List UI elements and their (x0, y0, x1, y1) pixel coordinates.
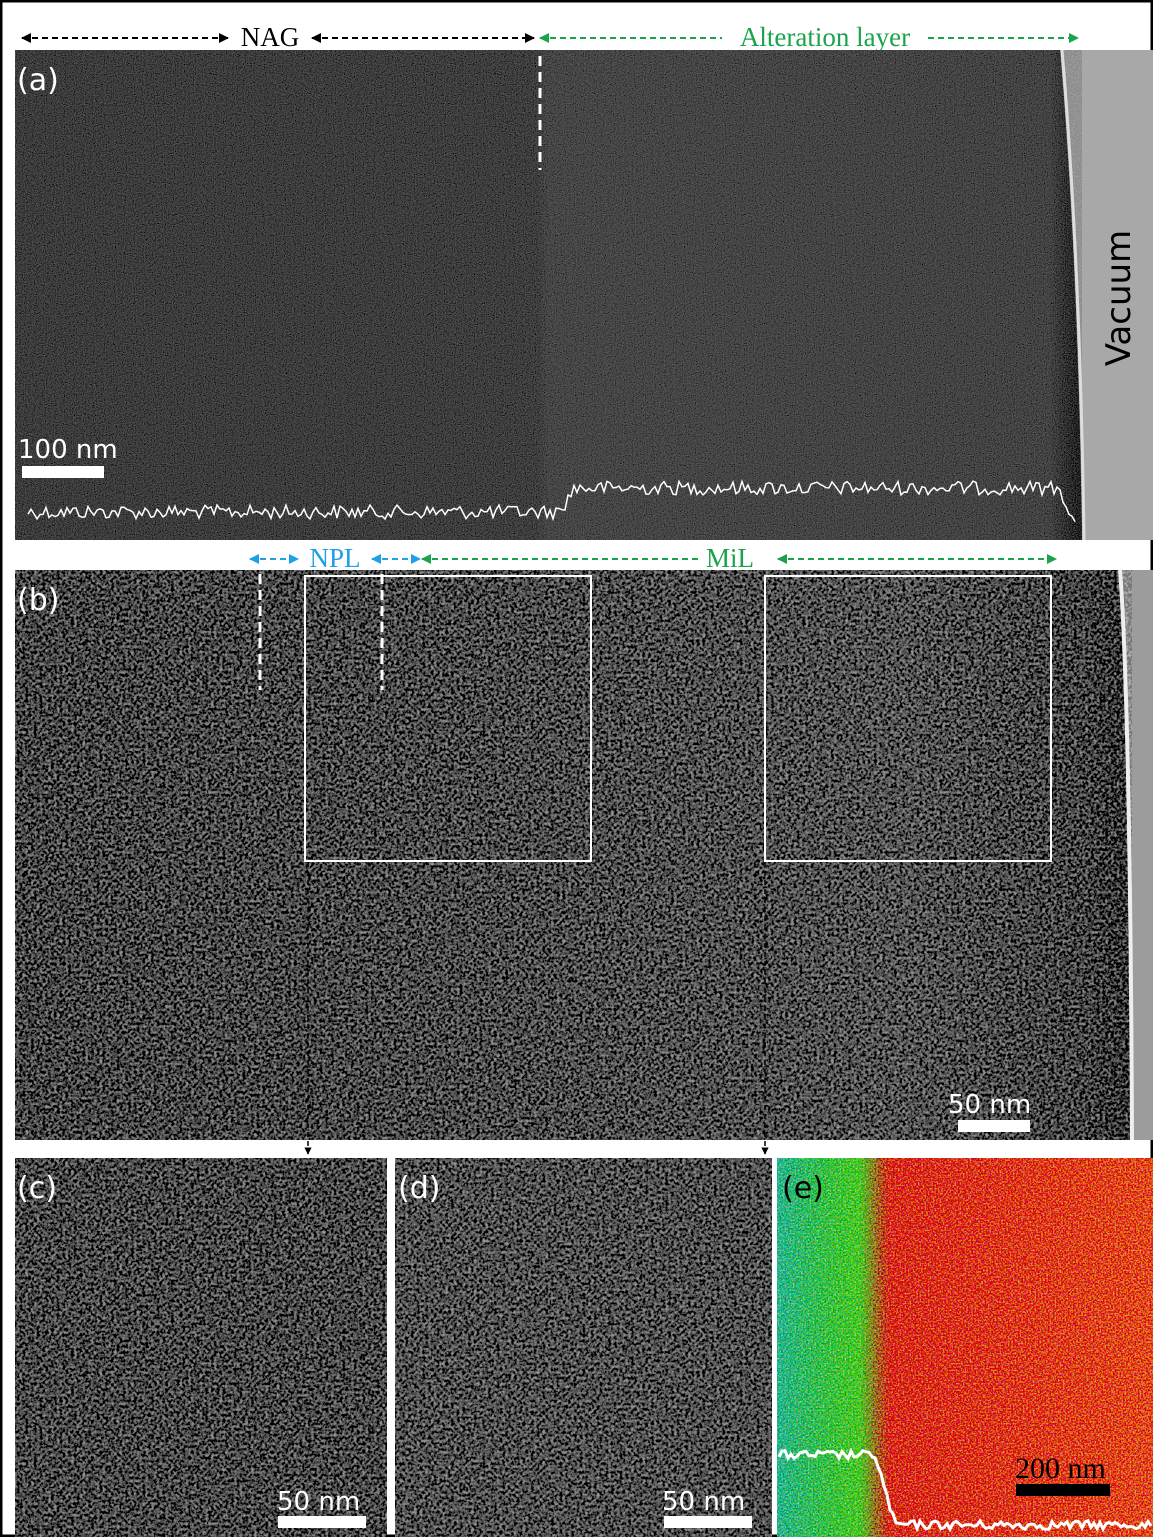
vacuum-label: Vacuum (1099, 230, 1139, 366)
panel-label: (d) (398, 1171, 440, 1206)
panel-label: (b) (17, 583, 59, 618)
mil-label: MiL (706, 543, 754, 573)
scale-label: 50 nm (277, 1487, 360, 1517)
micrograph (15, 50, 1082, 540)
panel-b: (b) 50 nm (15, 570, 1153, 1154)
panel-e: (e) 200 nm (777, 1158, 1153, 1537)
micrograph (395, 1158, 772, 1537)
scale-label: 200 nm (1015, 1452, 1106, 1485)
scale-bar (1016, 1484, 1110, 1496)
nag-label: NAG (241, 22, 300, 52)
panel-label: (c) (17, 1171, 57, 1206)
alteration-label: Alteration layer (740, 22, 910, 52)
page: {"header": {"nag": "NAG", "alteration": … (0, 0, 1153, 1537)
npl-label: NPL (309, 543, 360, 573)
scale-bar (278, 1516, 366, 1528)
panel-c: (c) 50 nm (15, 1158, 387, 1537)
micrograph (15, 1158, 387, 1537)
scale-bar (664, 1516, 752, 1528)
panel-label: (e) (782, 1171, 824, 1206)
figure: NAG Alteration layer (a) Vacuum 100 nm N… (0, 0, 1153, 1537)
scale-bar (958, 1120, 1030, 1132)
scale-label: 100 nm (18, 435, 118, 465)
scale-label: 50 nm (662, 1487, 745, 1517)
panel-a: (a) Vacuum 100 nm (15, 50, 1153, 540)
panel-label: (a) (17, 63, 59, 98)
scale-bar (22, 466, 104, 478)
scale-label: 50 nm (948, 1090, 1031, 1120)
panel-d: (d) 50 nm (395, 1158, 772, 1537)
micrograph (15, 570, 1132, 1140)
